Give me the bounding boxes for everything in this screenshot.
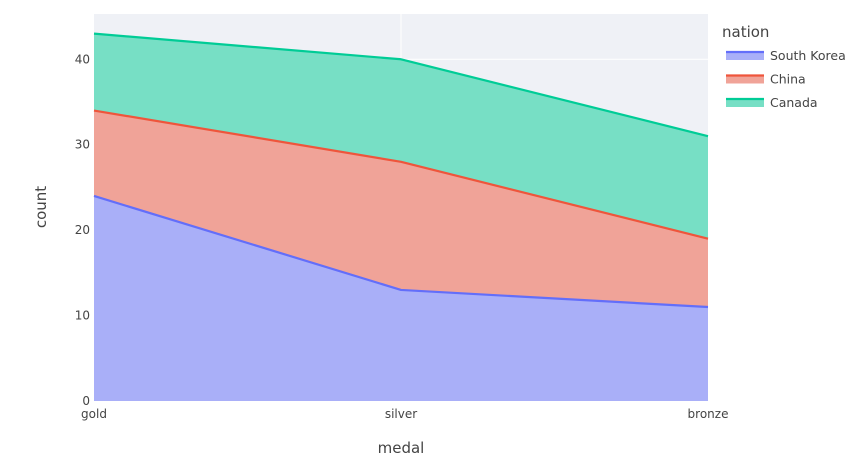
line-canada — [93, 32, 709, 138]
legend-label: Canada — [770, 95, 818, 110]
x-tick-label: silver — [385, 407, 417, 421]
legend-title: nation — [722, 23, 769, 41]
y-tick-label: 20 — [75, 223, 90, 237]
y-axis-title: count — [32, 186, 50, 228]
area-china — [94, 110, 708, 308]
legend: nation South Korea China Canada — [722, 23, 846, 110]
x-axis-title: medal — [378, 439, 425, 457]
y-tick-label: 0 — [82, 394, 90, 408]
x-tick-label: bronze — [688, 407, 729, 421]
line-south-korea — [93, 194, 709, 309]
line-china — [93, 109, 709, 240]
area-canada — [94, 33, 708, 239]
y-tick-label: 40 — [75, 52, 90, 66]
y-tick-label: 30 — [75, 138, 90, 152]
legend-label: China — [770, 72, 806, 87]
x-tick-label: gold — [81, 407, 107, 421]
legend-item-south-korea[interactable]: South Korea — [726, 48, 846, 63]
legend-item-china[interactable]: China — [726, 72, 806, 87]
y-axis-ticks: 0 10 20 30 40 — [75, 52, 90, 408]
y-tick-label: 10 — [75, 309, 90, 323]
stacked-areas — [93, 32, 709, 401]
area-south-korea — [94, 195, 708, 401]
x-axis-ticks: gold silver bronze — [81, 407, 728, 421]
legend-item-canada[interactable]: Canada — [726, 95, 818, 110]
legend-label: South Korea — [770, 48, 846, 63]
